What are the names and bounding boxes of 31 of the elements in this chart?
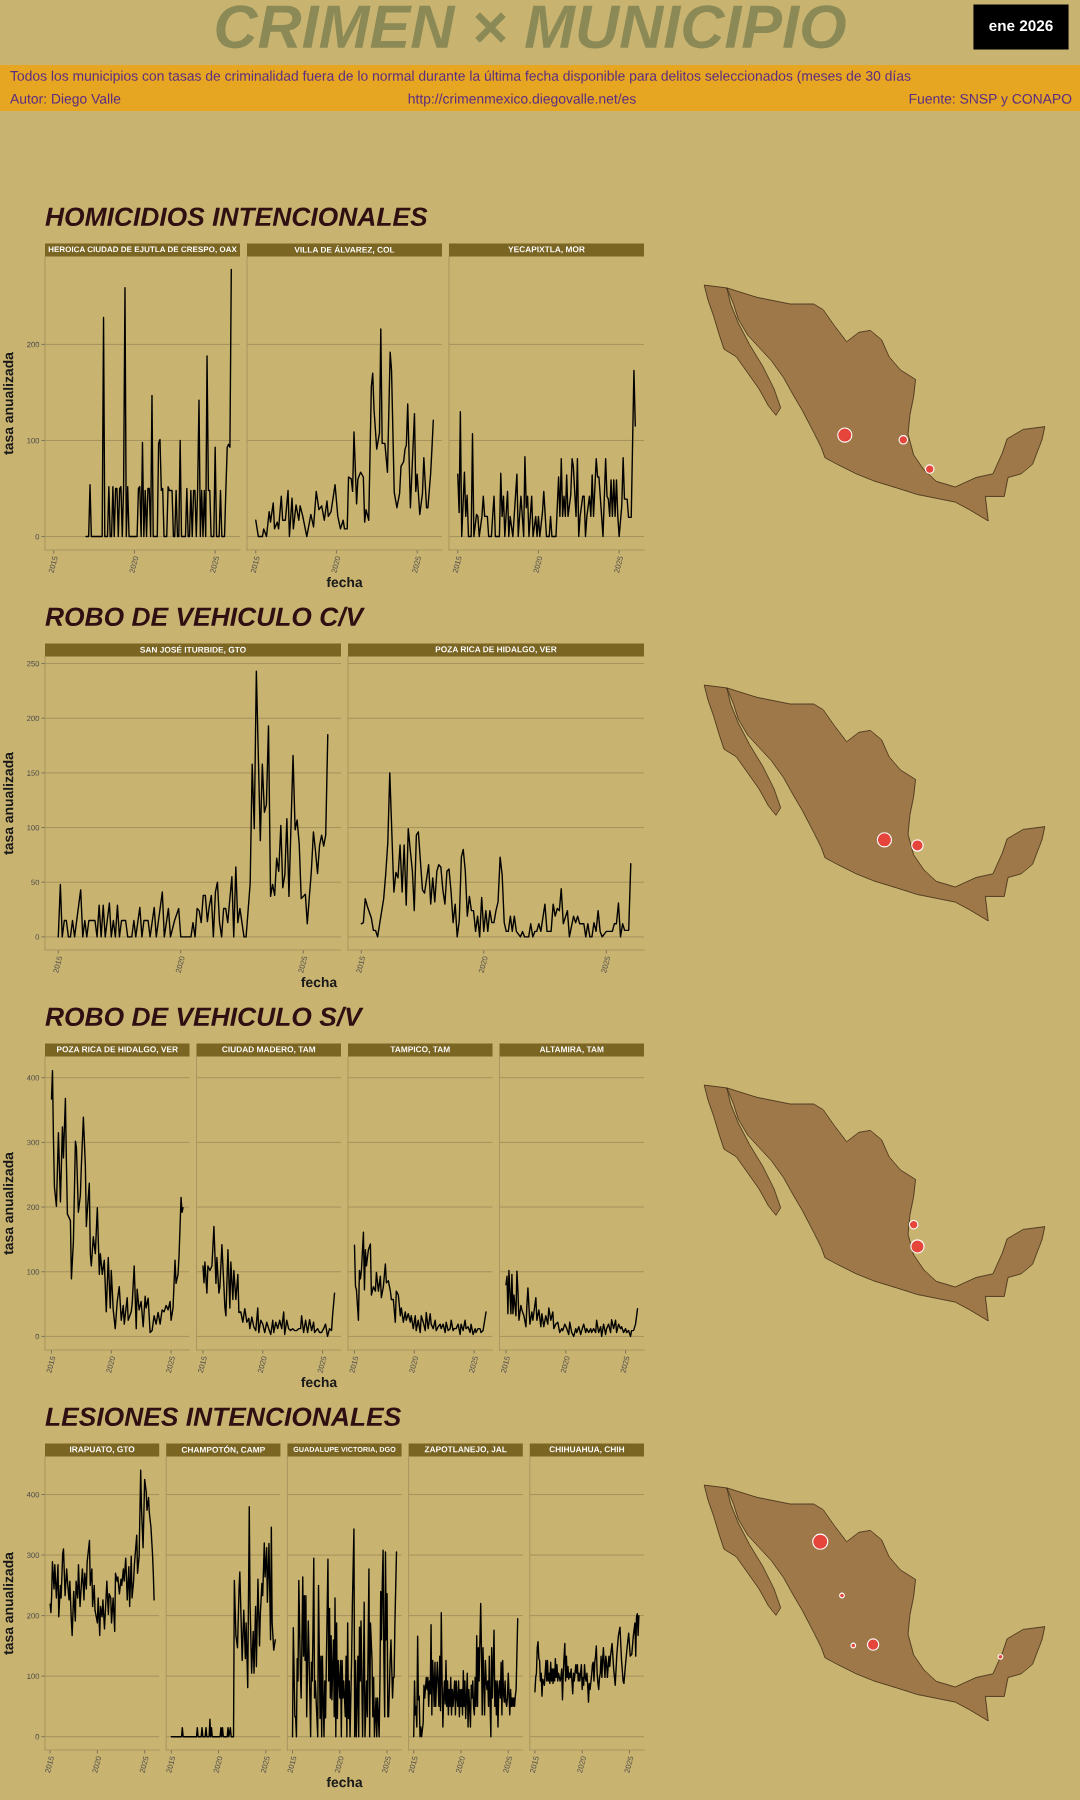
chart-subtitle: ALTAMIRA, TAM xyxy=(539,1046,604,1054)
chart-subtitle: TAMPICO, TAM xyxy=(390,1046,450,1054)
chart-subtitle: CHAMPOTÓN, CAMP xyxy=(181,1445,265,1454)
text: Todos los municipios con tasas de criminalidad fuera de lo normal durante la última fecha disponible para delitos seleccionados (meses de 30 días xyxy=(10,70,911,84)
x-axis-title: fecha xyxy=(326,1777,363,1788)
text: ene 2026 xyxy=(989,20,1053,32)
x-axis-title: fecha xyxy=(326,577,363,588)
chart-subtitle: YECAPIXTLA, MOR xyxy=(508,246,585,254)
chart-subtitle: VILLA DE ÁLVAREZ, COL xyxy=(294,245,395,254)
y-axis-title: tasa anualizada xyxy=(3,1152,14,1255)
y-axis-title: tasa anualizada xyxy=(3,352,14,455)
text: Autor: Diego Valle xyxy=(10,93,121,107)
chart-subtitle: POZA RICA DE HIDALGO, VER xyxy=(435,646,557,654)
source-note: Fuente: SNSP y CONAPO xyxy=(909,93,1072,107)
chart-subtitle: HEROICA CIUDAD DE EJUTLA DE CRESPO, OAX xyxy=(48,246,237,254)
text: LESIONES INTENCIONALES xyxy=(45,1407,402,1427)
x-axis-title: fecha xyxy=(301,977,338,988)
chart-title: ROBO DE VEHICULO S/V xyxy=(45,1006,364,1027)
chart-subtitle: IRAPUATO, GTO xyxy=(70,1446,135,1454)
y-axis-title: tasa anualizada xyxy=(3,752,14,855)
chart-subtitle: POZA RICA DE HIDALGO, VER xyxy=(57,1046,178,1054)
chart-subtitle: CHIHUAHUA, CHIH xyxy=(549,1446,625,1454)
chart-title: HOMICIDIOS INTENCIONALES xyxy=(45,207,428,227)
chart-subtitle: SAN JOSÉ ITURBIDE, GTO xyxy=(140,645,246,654)
chart-title: ROBO DE VEHICULO C/V xyxy=(45,606,366,627)
y-axis-title: tasa anualizada xyxy=(3,1552,14,1655)
text: CRIMEN × MUNICIPIO xyxy=(216,5,846,49)
chart-subtitle: ZAPOTLANEJO, JAL xyxy=(424,1446,507,1454)
chart-subtitle: CIUDAD MADERO, TAM xyxy=(222,1046,316,1054)
x-axis-title: fecha xyxy=(301,1377,338,1388)
text: http://crimenmexico.diegovalle.net/es xyxy=(408,93,636,107)
